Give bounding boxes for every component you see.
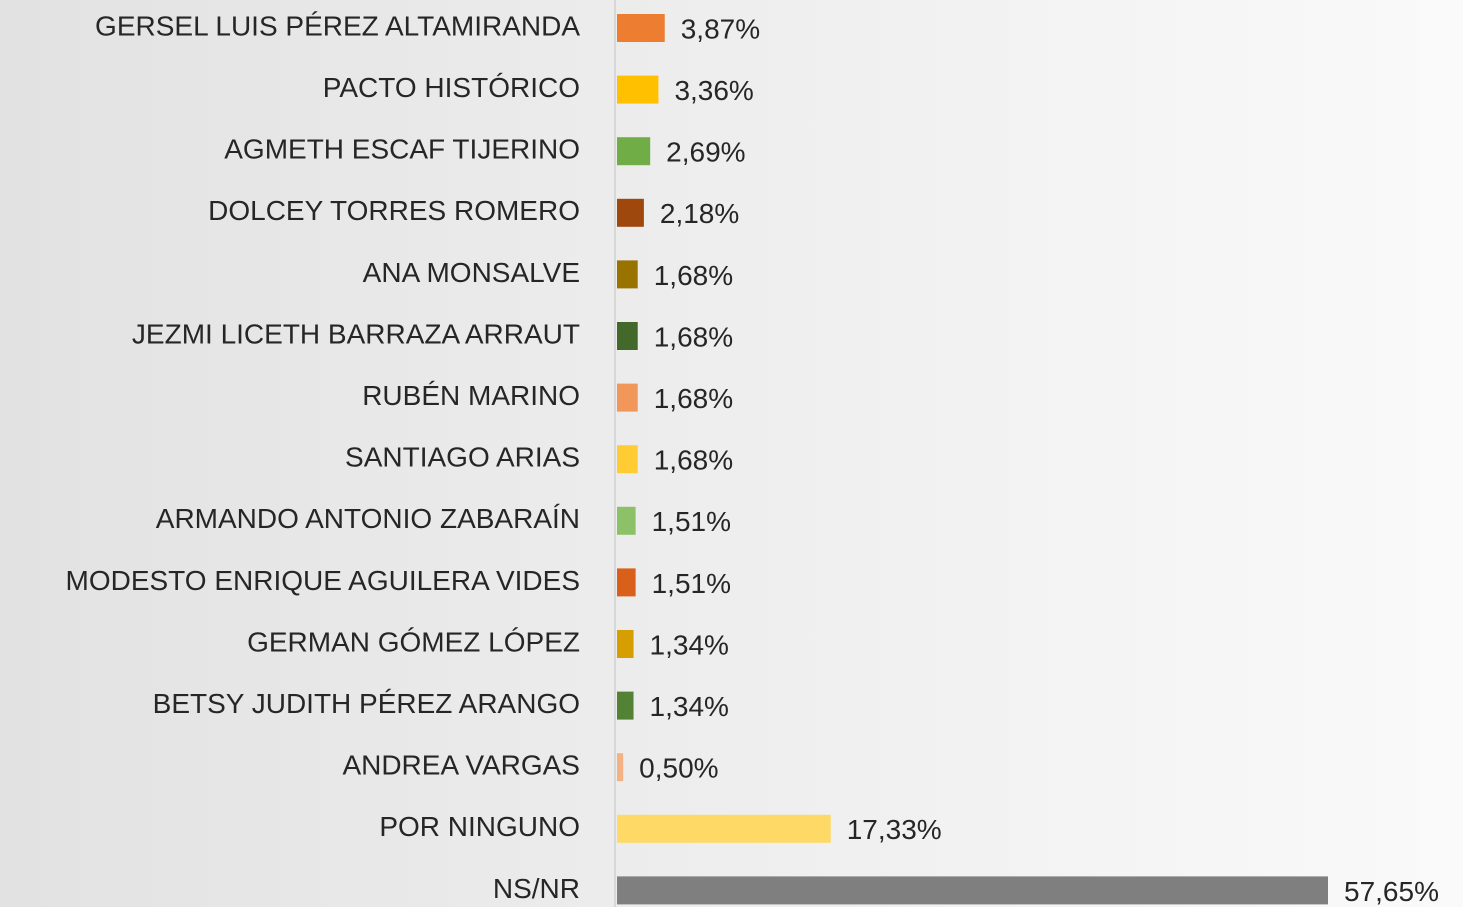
bar — [617, 630, 634, 658]
bar — [617, 322, 638, 350]
value-label: 2,69% — [666, 137, 745, 168]
value-label: 1,68% — [654, 383, 733, 414]
bar — [617, 75, 659, 104]
bar — [617, 137, 651, 166]
bar — [617, 198, 644, 227]
category-label: ANA MONSALVE — [363, 257, 580, 288]
value-label: 1,51% — [652, 506, 731, 537]
value-label: 1,68% — [654, 260, 733, 291]
bar — [617, 814, 831, 843]
bar — [617, 383, 638, 412]
bar — [617, 691, 634, 720]
bar — [617, 260, 638, 289]
category-label: GERMAN GÓMEZ LÓPEZ — [247, 626, 580, 657]
category-label: RUBÉN MARINO — [362, 380, 580, 411]
bar — [617, 753, 624, 782]
bar — [617, 445, 638, 474]
value-label: 1,51% — [652, 568, 731, 599]
value-label: 1,34% — [650, 629, 729, 660]
category-label: DOLCEY TORRES ROMERO — [208, 195, 580, 226]
category-label: ARMANDO ANTONIO ZABARAÍN — [156, 503, 580, 534]
category-label: AGMETH ESCAF TIJERINO — [224, 134, 580, 165]
category-label: POR NINGUNO — [379, 811, 580, 842]
category-label: NS/NR — [493, 873, 580, 904]
value-label: 57,65% — [1344, 876, 1439, 907]
bar — [617, 14, 665, 42]
bar — [617, 568, 636, 597]
category-label: MODESTO ENRIQUE AGUILERA VIDES — [66, 565, 581, 596]
value-label: 0,50% — [639, 753, 718, 784]
category-label: BETSY JUDITH PÉREZ ARANGO — [153, 688, 580, 719]
value-label: 2,18% — [660, 198, 739, 229]
value-label: 1,68% — [654, 321, 733, 352]
category-label: ANDREA VARGAS — [342, 750, 580, 781]
value-label: 1,68% — [654, 445, 733, 476]
category-label: GERSEL LUIS PÉREZ ALTAMIRANDA — [95, 10, 580, 41]
value-label: 17,33% — [847, 814, 942, 845]
bar — [617, 876, 1328, 905]
bar — [617, 506, 636, 535]
category-label: PACTO HISTÓRICO — [323, 72, 580, 103]
value-label: 3,36% — [674, 75, 753, 106]
value-label: 1,34% — [650, 691, 729, 722]
category-label: JEZMI LICETH BARRAZA ARRAUT — [132, 318, 580, 349]
value-label: 3,87% — [681, 13, 760, 44]
category-label: SANTIAGO ARIAS — [345, 442, 580, 473]
